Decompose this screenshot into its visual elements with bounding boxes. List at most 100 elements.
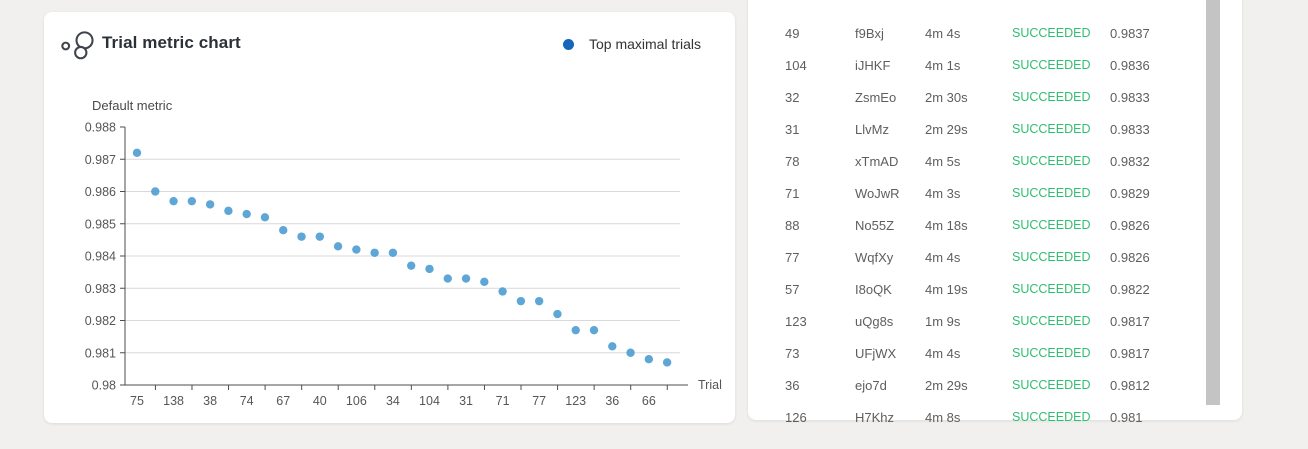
scatter-point[interactable] bbox=[279, 226, 288, 235]
trial-duration-cell: 2m 30s bbox=[925, 89, 968, 105]
trial-id-cell: 104 bbox=[785, 57, 807, 73]
scatter-chart[interactable]: 0.9880.9870.9860.9850.9840.9830.9820.981… bbox=[44, 12, 735, 423]
svg-text:38: 38 bbox=[203, 394, 217, 408]
scatter-point[interactable] bbox=[187, 196, 197, 206]
scatter-point[interactable] bbox=[571, 325, 580, 335]
trial-row[interactable]: 78 xTmAD 4m 5s SUCCEEDED 0.9832 bbox=[748, 145, 1198, 177]
scatter-point[interactable] bbox=[132, 148, 142, 157]
svg-text:0.986: 0.986 bbox=[85, 185, 116, 199]
trial-metric-cell: 0.9832 bbox=[1110, 153, 1150, 169]
trials-table-card: 49 f9Bxj 4m 4s SUCCEEDED 0.9837 104 iJHK… bbox=[748, 0, 1242, 425]
scatter-point[interactable] bbox=[461, 274, 471, 283]
scatter-point[interactable] bbox=[626, 348, 635, 357]
trial-metric-cell: 0.9817 bbox=[1110, 313, 1150, 329]
trial-row[interactable]: 57 I8oQK 4m 19s SUCCEEDED 0.9822 bbox=[748, 273, 1198, 305]
trial-duration-cell: 4m 18s bbox=[925, 217, 968, 233]
trial-name-cell: f9Bxj bbox=[855, 25, 884, 41]
scatter-point[interactable] bbox=[370, 248, 379, 257]
trial-id-cell: 78 bbox=[785, 153, 800, 169]
trial-id-cell: 57 bbox=[785, 281, 800, 297]
scatter-point[interactable] bbox=[224, 206, 233, 216]
trial-row[interactable]: 31 LlvMz 2m 29s SUCCEEDED 0.9833 bbox=[748, 113, 1198, 145]
scatter-point[interactable] bbox=[333, 242, 343, 251]
scatter-point[interactable] bbox=[589, 325, 599, 335]
svg-text:31: 31 bbox=[459, 394, 473, 408]
trial-metric-cell: 0.9833 bbox=[1110, 89, 1150, 105]
trial-metric-cell: 0.9826 bbox=[1110, 217, 1150, 233]
scatter-point[interactable] bbox=[553, 309, 562, 319]
trial-row[interactable]: 88 No55Z 4m 18s SUCCEEDED 0.9826 bbox=[748, 209, 1198, 241]
trial-row[interactable]: 71 WoJwR 4m 3s SUCCEEDED 0.9829 bbox=[748, 177, 1198, 209]
scatter-point[interactable] bbox=[644, 355, 654, 364]
scatter-point[interactable] bbox=[205, 200, 215, 209]
trial-status-badge: SUCCEEDED bbox=[1012, 90, 1091, 104]
svg-text:0.983: 0.983 bbox=[85, 282, 116, 296]
trial-status-badge: SUCCEEDED bbox=[1012, 154, 1091, 168]
scatter-point[interactable] bbox=[425, 264, 434, 274]
scatter-point[interactable] bbox=[151, 187, 160, 196]
scatter-point[interactable] bbox=[297, 232, 306, 241]
legend-dot-icon bbox=[563, 38, 574, 50]
svg-text:0.988: 0.988 bbox=[85, 121, 116, 135]
trial-duration-cell: 2m 29s bbox=[925, 377, 968, 393]
scatter-point[interactable] bbox=[407, 261, 416, 270]
trial-row[interactable]: 49 f9Bxj 4m 4s SUCCEEDED 0.9837 bbox=[748, 17, 1198, 49]
trial-duration-cell: 4m 8s bbox=[925, 409, 961, 425]
legend-label: Top maximal trials bbox=[589, 36, 702, 52]
trial-name-cell: ZsmEo bbox=[855, 89, 897, 105]
svg-text:0.985: 0.985 bbox=[85, 217, 116, 231]
scatter-point[interactable] bbox=[516, 296, 526, 306]
y-axis-title: Default metric bbox=[92, 98, 173, 113]
scatter-point[interactable] bbox=[662, 358, 672, 367]
trial-duration-cell: 1m 9s bbox=[925, 313, 961, 329]
scatter-point[interactable] bbox=[352, 245, 361, 254]
svg-text:Trial: Trial bbox=[698, 378, 722, 392]
trial-status-badge: SUCCEEDED bbox=[1012, 282, 1091, 296]
scatter-point[interactable] bbox=[315, 232, 324, 241]
svg-text:71: 71 bbox=[496, 394, 510, 408]
trial-name-cell: xTmAD bbox=[855, 153, 899, 169]
svg-text:40: 40 bbox=[313, 394, 327, 408]
scatter-point[interactable] bbox=[480, 277, 489, 286]
trial-metric-cell: 0.9812 bbox=[1110, 377, 1150, 393]
trial-row[interactable]: 36 ejo7d 2m 29s SUCCEEDED 0.9812 bbox=[748, 369, 1198, 401]
svg-text:74: 74 bbox=[240, 394, 254, 408]
chart-title: Trial metric chart bbox=[102, 33, 241, 52]
svg-text:0.981: 0.981 bbox=[85, 346, 116, 360]
trials-table: 49 f9Bxj 4m 4s SUCCEEDED 0.9837 104 iJHK… bbox=[748, 17, 1198, 433]
trial-row[interactable]: 126 H7Khz 4m 8s SUCCEEDED 0.981 bbox=[748, 401, 1198, 433]
trial-name-cell: I8oQK bbox=[855, 281, 892, 297]
svg-text:0.982: 0.982 bbox=[85, 314, 116, 328]
trial-row[interactable]: 123 uQg8s 1m 9s SUCCEEDED 0.9817 bbox=[748, 305, 1198, 337]
trial-status-badge: SUCCEEDED bbox=[1012, 122, 1091, 136]
scatter-point[interactable] bbox=[498, 287, 507, 296]
svg-text:123: 123 bbox=[565, 394, 586, 408]
scatter-point[interactable] bbox=[242, 209, 251, 219]
scatter-point[interactable] bbox=[388, 248, 398, 257]
chart-header: Trial metric chart Top maximal trials bbox=[58, 28, 721, 64]
table-scrollbar[interactable] bbox=[1206, 0, 1220, 405]
legend-top-maximal-trials[interactable]: Top maximal trials bbox=[563, 36, 701, 52]
trial-metric-cell: 0.9817 bbox=[1110, 345, 1150, 361]
svg-text:0.984: 0.984 bbox=[85, 250, 116, 264]
trial-metric-cell: 0.9833 bbox=[1110, 121, 1150, 137]
trial-status-badge: SUCCEEDED bbox=[1012, 378, 1091, 392]
trial-row[interactable]: 77 WqfXy 4m 4s SUCCEEDED 0.9826 bbox=[748, 241, 1198, 273]
scatter-point[interactable] bbox=[534, 296, 544, 306]
scatter-point[interactable] bbox=[443, 274, 452, 283]
svg-text:67: 67 bbox=[276, 394, 290, 408]
trial-row[interactable]: 73 UFjWX 4m 4s SUCCEEDED 0.9817 bbox=[748, 337, 1198, 369]
scatter-point[interactable] bbox=[169, 196, 178, 206]
trial-row[interactable]: 104 iJHKF 4m 1s SUCCEEDED 0.9836 bbox=[748, 49, 1198, 81]
trial-name-cell: UFjWX bbox=[855, 345, 897, 361]
trial-metric-cell: 0.9837 bbox=[1110, 25, 1150, 41]
trial-row[interactable]: 32 ZsmEo 2m 30s SUCCEEDED 0.9833 bbox=[748, 81, 1198, 113]
scatter-point[interactable] bbox=[608, 342, 617, 351]
trial-duration-cell: 4m 4s bbox=[925, 249, 961, 265]
trial-duration-cell: 2m 29s bbox=[925, 121, 968, 137]
trial-name-cell: WqfXy bbox=[855, 249, 894, 265]
trial-id-cell: 32 bbox=[785, 89, 800, 105]
trial-metric-cell: 0.9829 bbox=[1110, 185, 1150, 201]
scatter-point[interactable] bbox=[260, 213, 270, 222]
svg-text:104: 104 bbox=[419, 394, 440, 408]
